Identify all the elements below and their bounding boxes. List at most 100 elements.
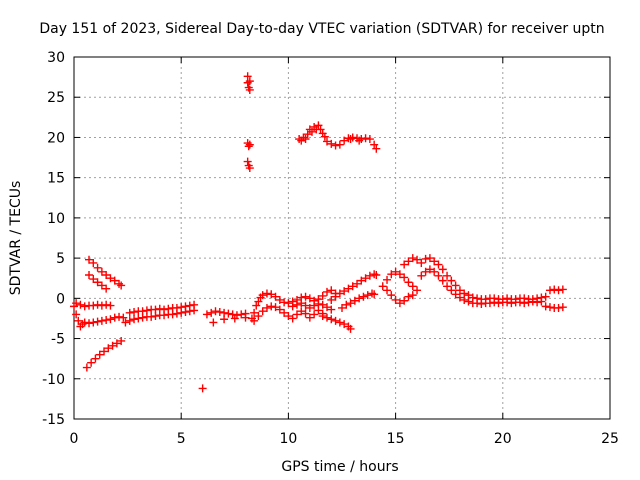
data-point xyxy=(76,300,85,309)
data-point xyxy=(443,271,452,280)
chart-title: Day 151 of 2023, Sidereal Day-to-day VTE… xyxy=(39,21,604,37)
data-point xyxy=(241,313,250,322)
data-point xyxy=(494,299,503,308)
data-point xyxy=(121,318,130,327)
data-point xyxy=(134,314,143,323)
data-point xyxy=(245,77,254,86)
y-tick-label: -15 xyxy=(42,412,65,428)
data-point xyxy=(515,298,524,307)
data-point xyxy=(365,271,374,280)
data-point xyxy=(93,278,102,287)
data-point xyxy=(447,276,456,285)
data-point xyxy=(438,276,447,285)
data-point xyxy=(110,313,119,322)
data-point xyxy=(237,310,246,319)
data-point xyxy=(322,313,331,322)
data-point xyxy=(215,308,224,317)
data-point xyxy=(267,290,276,299)
data-point xyxy=(177,303,186,312)
data-point xyxy=(258,291,267,300)
data-point xyxy=(138,307,147,316)
data-point xyxy=(89,318,98,327)
data-point xyxy=(297,299,306,308)
data-point xyxy=(209,318,218,327)
data-point xyxy=(413,286,422,295)
data-marks xyxy=(70,72,567,393)
data-point xyxy=(95,350,104,359)
data-point xyxy=(318,291,327,300)
data-point xyxy=(455,293,464,302)
data-point xyxy=(391,267,400,276)
data-point xyxy=(72,299,81,308)
data-point xyxy=(292,310,301,319)
data-point xyxy=(80,318,89,327)
data-point xyxy=(280,298,289,307)
data-point xyxy=(451,290,460,299)
data-point xyxy=(97,316,106,325)
data-point xyxy=(357,276,366,285)
data-point xyxy=(443,282,452,291)
data-point xyxy=(473,299,482,308)
data-point xyxy=(455,286,464,295)
data-point xyxy=(447,286,456,295)
data-point xyxy=(211,307,220,316)
y-tick-label: 0 xyxy=(56,291,65,307)
data-point xyxy=(528,297,537,306)
data-point xyxy=(404,292,413,301)
y-tick-label: -5 xyxy=(51,332,65,348)
data-point xyxy=(346,299,355,308)
data-point xyxy=(117,281,126,290)
data-point xyxy=(130,315,139,324)
data-point xyxy=(305,303,314,312)
data-point xyxy=(181,302,190,311)
data-point xyxy=(106,315,115,324)
data-point xyxy=(243,157,252,166)
y-tick-label: 25 xyxy=(47,90,65,106)
x-axis-title: GPS time / hours xyxy=(281,459,398,475)
data-point xyxy=(160,305,169,314)
data-point xyxy=(404,257,413,266)
data-point xyxy=(342,300,351,309)
data-point xyxy=(314,121,323,130)
data-point xyxy=(185,301,194,310)
plot-frame xyxy=(73,56,611,420)
data-point xyxy=(370,290,379,299)
data-point xyxy=(220,315,229,324)
data-point xyxy=(383,286,392,295)
y-tick-label: -10 xyxy=(42,372,65,388)
data-point xyxy=(331,141,340,150)
data-point xyxy=(280,308,289,317)
data-point xyxy=(245,85,254,94)
data-point xyxy=(190,300,199,309)
data-point xyxy=(288,302,297,311)
x-tick-label: 0 xyxy=(70,431,79,447)
data-point xyxy=(318,300,327,309)
data-point xyxy=(97,301,106,310)
data-point xyxy=(87,358,96,367)
data-point xyxy=(400,260,409,269)
x-tick-labels: 0 5 10 15 20 25 xyxy=(70,431,619,447)
data-point xyxy=(408,254,417,263)
data-point xyxy=(307,127,316,136)
x-tick-label: 20 xyxy=(494,431,512,447)
data-point xyxy=(430,257,439,266)
data-point xyxy=(108,341,117,350)
data-point xyxy=(202,310,211,319)
data-point xyxy=(89,301,98,310)
data-point xyxy=(408,282,417,291)
data-point xyxy=(430,267,439,276)
data-point xyxy=(262,303,271,312)
data-point xyxy=(262,289,271,298)
data-point xyxy=(147,312,156,321)
data-point xyxy=(425,265,434,274)
data-point xyxy=(318,312,327,321)
data-point xyxy=(314,299,323,308)
data-point xyxy=(254,297,263,306)
data-point xyxy=(554,303,563,312)
data-point xyxy=(503,298,512,307)
data-point xyxy=(82,363,91,372)
data-point xyxy=(533,298,542,307)
data-point xyxy=(93,263,102,272)
data-point xyxy=(89,275,98,284)
y-tick-label: 15 xyxy=(47,171,65,187)
